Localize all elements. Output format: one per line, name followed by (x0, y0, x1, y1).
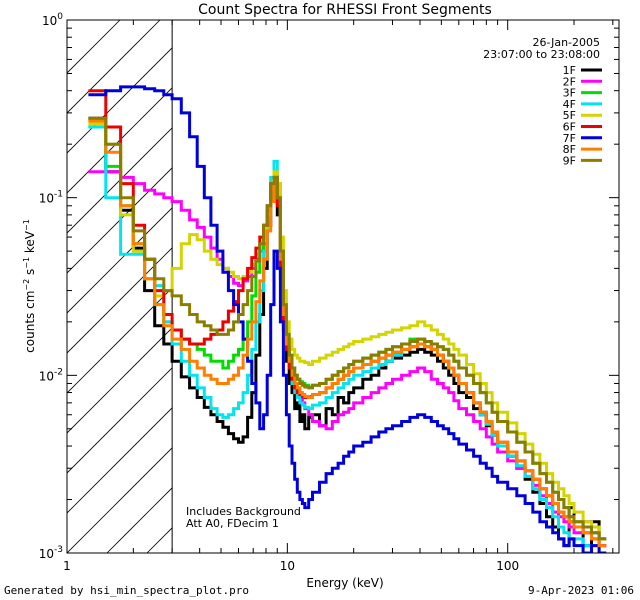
time-range-label: 23:07:00 to 23:08:00 (483, 48, 600, 61)
hatch-line (627, 20, 640, 553)
legend-label-8F: 8F (563, 143, 576, 156)
x-tick-label: 1 (63, 559, 71, 573)
hatch-line (67, 247, 173, 354)
legend-label-5F: 5F (563, 109, 576, 122)
legend-label-7F: 7F (563, 132, 576, 145)
hatch-line (227, 20, 640, 553)
x-tick-label: 100 (496, 559, 519, 573)
hatch-line (67, 20, 161, 114)
x-tick-labels: 1 10 100 (63, 559, 519, 573)
plot-frame (66, 19, 620, 554)
hatch-line (67, 287, 173, 394)
excluded-region-hatch (67, 20, 640, 553)
hatch-line (67, 407, 173, 514)
hatch-line (106, 487, 173, 553)
series-line-1F (88, 116, 607, 548)
series-line-4F (88, 125, 607, 553)
annotation-attenuator: Att A0, FDecim 1 (186, 517, 279, 530)
footer-generator: Generated by hsi_min_spectra_plot.pro (4, 584, 250, 597)
legend-label-6F: 6F (563, 121, 576, 134)
legend-label-4F: 4F (563, 98, 576, 111)
series-line-7F (88, 85, 607, 553)
series-line-8F (88, 119, 607, 548)
hatch-line (547, 20, 640, 553)
hatch-line (67, 87, 173, 194)
y-tick-label: 10-1 (39, 190, 63, 206)
x-tick-label: 10 (280, 559, 295, 573)
hatch-line (387, 20, 640, 553)
hatch-line (67, 447, 173, 553)
footer-timestamp: 9-Apr-2023 01:06 (528, 584, 634, 597)
hatch-line (67, 367, 173, 474)
date-label: 26-Jan-2005 (533, 36, 601, 49)
legend-label-9F: 9F (563, 154, 576, 167)
hatch-line (67, 20, 121, 74)
series-line-9F (88, 116, 607, 541)
y-axis-label: counts cm−2 s−1 keV−1 (22, 219, 37, 353)
y-tick-label: 10-2 (39, 367, 63, 383)
legend-label-3F: 3F (563, 87, 576, 100)
legend-label-2F: 2F (563, 75, 576, 88)
series-line-2F (88, 170, 607, 548)
y-tick-label: 10-3 (39, 545, 63, 561)
y-tick-label: 100 (42, 12, 63, 28)
hatch-line (267, 20, 640, 553)
hatch-line (587, 20, 640, 553)
annotation-background: Includes Background (186, 505, 301, 518)
series-lines (88, 85, 607, 553)
x-axis-label: Energy (keV) (306, 576, 383, 590)
legend-label-1F: 1F (563, 64, 576, 77)
y-tick-labels: 10-3 10-2 10-1 100 (39, 12, 64, 561)
chart-title: Count Spectra for RHESSI Front Segments (198, 2, 492, 18)
hatch-line (67, 207, 173, 314)
axis-ticks (66, 19, 619, 554)
hatch-line (67, 47, 173, 154)
hatch-line (307, 20, 640, 553)
